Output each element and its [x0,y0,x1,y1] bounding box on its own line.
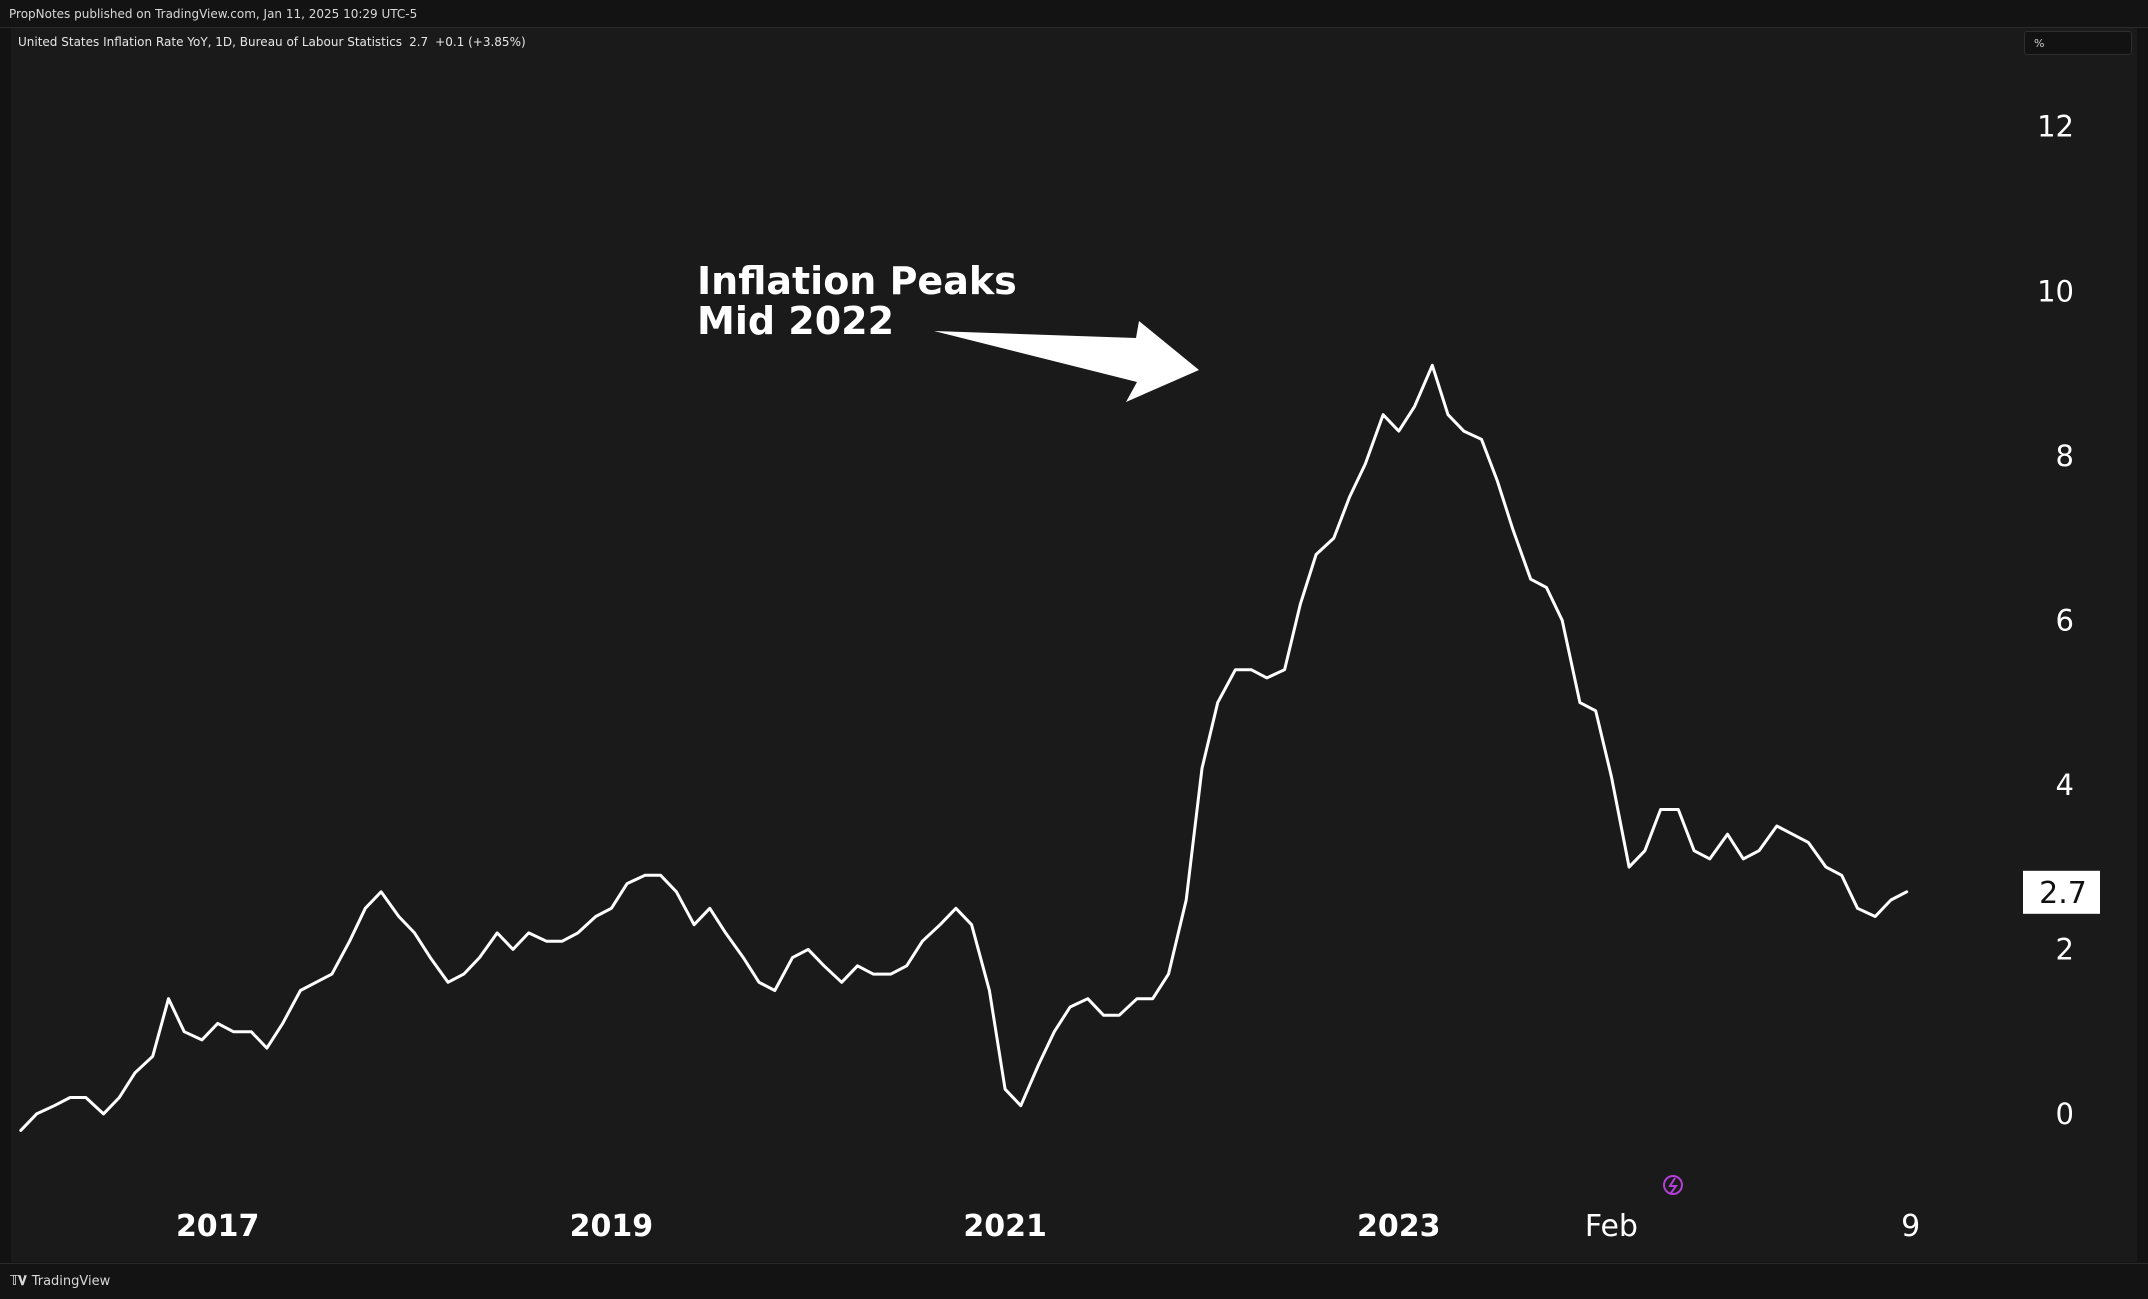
x-tick-label: 2017 [176,1209,260,1244]
bottom-bar: 𝕋𝐕 TradingView [0,1263,2148,1299]
top-bar: PropNotes published on TradingView.com, … [0,0,2148,28]
unit-label: % [2034,37,2045,50]
publish-info: PropNotes published on TradingView.com, … [9,7,418,21]
x-tick-label: 9 [1901,1209,1920,1244]
y-tick-label: 10 [2037,274,2074,308]
legend-change: +0.1 (+3.85%) [435,35,526,49]
y-tick-label: 2 [2056,932,2074,966]
y-tick-label: 8 [2056,439,2074,473]
last-value-label-bg [2023,870,2100,914]
unit-selector[interactable]: % [2024,31,2132,55]
annotation-arrow[interactable] [934,321,1199,402]
lightning-icon[interactable] [1663,1175,1683,1195]
brand-text: TradingView [31,1274,111,1289]
y-tick-label: 6 [2056,603,2074,637]
chart-svg[interactable]: 12 10 8 6 4 2 0 2017 2019 2021 2023 Feb 9 2.7 Inflatio… [0,0,2148,1263]
x-tick-label: Feb [1585,1209,1638,1244]
y-tick-label: 4 [2056,768,2074,802]
last-value-label: 2.7 [2039,876,2087,911]
series-line[interactable] [19,363,1909,1132]
x-tick-label: 2019 [570,1209,654,1244]
chart-pane[interactable] [11,28,2137,1262]
chart-legend[interactable]: United States Inflation Rate YoY, 1D, Bu… [18,35,533,49]
legend-symbol[interactable]: United States Inflation Rate YoY, 1D, Bu… [18,35,403,49]
tradingview-brand[interactable]: 𝕋𝐕 TradingView [10,1274,110,1289]
y-tick-label: 0 [2056,1097,2074,1131]
legend-value: 2.7 [409,35,429,49]
annotation-line-2[interactable]: Mid 2022 [697,299,894,343]
tradingview-logo-icon: 𝕋𝐕 [10,1274,27,1289]
lightning-bolt-icon [1668,1177,1678,1194]
x-tick-label: 2021 [963,1209,1047,1244]
y-tick-label: 12 [2037,110,2074,144]
annotation-line-1[interactable]: Inflation Peaks [697,259,1017,303]
x-tick-label: 2023 [1357,1209,1441,1244]
